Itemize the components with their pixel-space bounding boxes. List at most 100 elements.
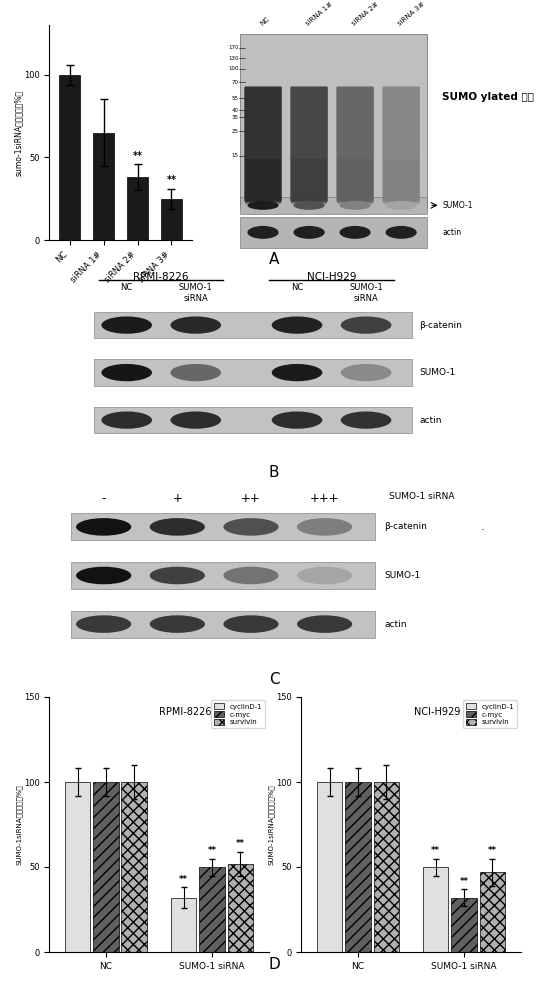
FancyBboxPatch shape (244, 86, 282, 202)
Bar (240, 217, 427, 248)
Y-axis label: sumo-1siRNA表达水平（%）: sumo-1siRNA表达水平（%） (14, 90, 22, 176)
Y-axis label: SUMO-1siRNA表达水平（%）: SUMO-1siRNA表达水平（%） (268, 784, 275, 865)
Bar (423, 867, 448, 952)
Ellipse shape (341, 364, 391, 381)
Text: actin: actin (419, 416, 442, 425)
Text: 130: 130 (228, 56, 238, 61)
Text: **: ** (460, 877, 469, 886)
Text: siRNA 3#: siRNA 3# (397, 1, 426, 27)
Ellipse shape (294, 226, 324, 239)
Ellipse shape (150, 567, 205, 584)
Bar (94, 407, 412, 433)
Text: NC: NC (121, 283, 133, 292)
Bar (71, 562, 375, 589)
Text: -: - (101, 492, 106, 505)
Bar (93, 782, 118, 952)
Text: **: ** (236, 839, 245, 848)
Text: RPMI-8226: RPMI-8226 (159, 707, 212, 717)
Ellipse shape (76, 567, 132, 584)
Y-axis label: SUMO-1siRNA表达水平（%）: SUMO-1siRNA表达水平（%） (16, 784, 22, 865)
Text: 100: 100 (228, 66, 238, 71)
Text: **: ** (167, 175, 176, 185)
Ellipse shape (76, 615, 132, 633)
Bar (452, 898, 477, 952)
Ellipse shape (170, 364, 221, 381)
Text: 70: 70 (231, 80, 238, 85)
Text: 25: 25 (231, 129, 238, 134)
FancyBboxPatch shape (337, 159, 373, 204)
Text: +: + (173, 492, 182, 505)
Ellipse shape (76, 518, 132, 536)
Bar (94, 359, 412, 386)
Bar (93, 132, 114, 240)
Ellipse shape (339, 201, 370, 210)
Text: actin: actin (385, 620, 407, 629)
Text: actin: actin (442, 228, 461, 237)
Ellipse shape (385, 201, 416, 210)
Text: D: D (268, 957, 280, 972)
Ellipse shape (170, 411, 221, 429)
Bar (127, 177, 148, 240)
Legend: cyclinD-1, c-myc, survivin: cyclinD-1, c-myc, survivin (463, 700, 517, 728)
Ellipse shape (294, 201, 324, 210)
Text: C: C (269, 672, 279, 687)
Text: 55: 55 (231, 96, 238, 101)
Bar (65, 782, 90, 952)
Text: β-catenin: β-catenin (385, 522, 427, 531)
FancyBboxPatch shape (290, 86, 328, 202)
FancyBboxPatch shape (383, 86, 420, 202)
Text: A: A (269, 252, 279, 267)
Ellipse shape (272, 411, 322, 429)
Bar (122, 782, 147, 952)
Ellipse shape (341, 316, 391, 334)
Bar (161, 199, 181, 240)
Text: NC: NC (291, 283, 303, 292)
Ellipse shape (247, 201, 278, 210)
Text: B: B (269, 465, 279, 480)
Ellipse shape (224, 615, 278, 633)
Text: **: ** (488, 846, 497, 855)
Text: SUMO ylated 蛋白: SUMO ylated 蛋白 (442, 92, 534, 102)
Bar (171, 898, 196, 952)
Ellipse shape (224, 567, 278, 584)
Bar (71, 513, 375, 540)
Bar (374, 782, 399, 952)
Text: 170: 170 (228, 45, 238, 50)
Text: 40: 40 (231, 108, 238, 113)
Bar (240, 34, 427, 208)
Ellipse shape (101, 411, 152, 429)
Text: SUMO-1 siRNA: SUMO-1 siRNA (389, 492, 455, 501)
Text: siRNA 2#: siRNA 2# (351, 1, 380, 27)
Ellipse shape (272, 316, 322, 334)
Ellipse shape (341, 411, 391, 429)
Text: +++: +++ (310, 492, 339, 505)
Text: .: . (481, 522, 485, 532)
Text: NCI-H929: NCI-H929 (307, 272, 356, 282)
Legend: cyclinD-1, c-myc, survivin: cyclinD-1, c-myc, survivin (211, 700, 265, 728)
Text: β-catenin: β-catenin (419, 321, 462, 330)
Bar (94, 312, 412, 338)
Ellipse shape (272, 364, 322, 381)
Ellipse shape (297, 615, 352, 633)
Text: SUMO-1: SUMO-1 (385, 571, 421, 580)
Bar (317, 782, 342, 952)
Ellipse shape (170, 316, 221, 334)
Text: SUMO-1
siRNA: SUMO-1 siRNA (179, 283, 213, 303)
Text: **: ** (208, 846, 216, 855)
Ellipse shape (150, 615, 205, 633)
Ellipse shape (297, 567, 352, 584)
Ellipse shape (224, 518, 278, 536)
Bar (71, 611, 375, 638)
Bar (199, 867, 225, 952)
Bar (60, 75, 80, 240)
Bar (345, 782, 370, 952)
Text: **: ** (179, 875, 188, 884)
Text: NC: NC (259, 16, 271, 27)
Text: SUMO-1
siRNA: SUMO-1 siRNA (349, 283, 383, 303)
FancyBboxPatch shape (383, 159, 419, 204)
FancyBboxPatch shape (291, 159, 327, 204)
Ellipse shape (247, 226, 278, 239)
Ellipse shape (101, 364, 152, 381)
Ellipse shape (339, 226, 370, 239)
Text: SUMO-1: SUMO-1 (442, 201, 473, 210)
